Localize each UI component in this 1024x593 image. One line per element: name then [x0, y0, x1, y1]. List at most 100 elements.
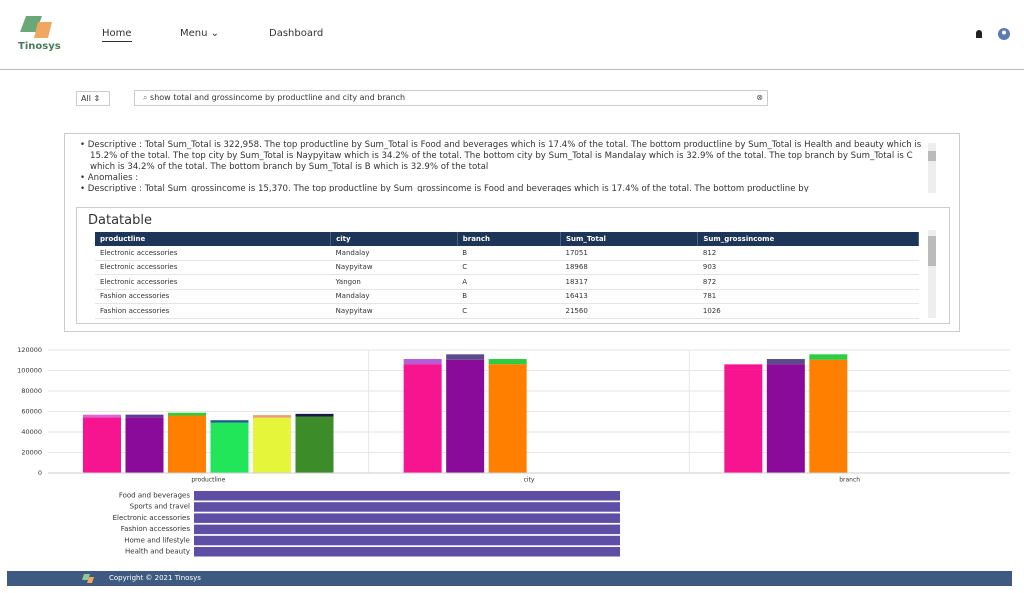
search-query[interactable]: show total and grossincome by productlin… [150, 93, 406, 102]
bar-segment [168, 412, 206, 416]
bar [194, 535, 620, 546]
table-row: Electronic accessories Naypyitaw C 18968 903 [95, 260, 919, 275]
cell: Mandalay [330, 289, 458, 304]
datatable-card: Datatable productline city branch Sum_Total… [76, 207, 950, 324]
y-tick-label: 60000 [21, 408, 42, 416]
cell: 21560 [560, 303, 698, 319]
cell: Electronic accessories [95, 246, 331, 261]
y-tick-label: 40000 [21, 428, 42, 436]
x-tick-label: branch [839, 477, 860, 484]
cell: B [457, 246, 561, 261]
logo-text: Tinosys [18, 41, 61, 52]
header-icons[interactable] [973, 28, 1013, 42]
cell: 903 [697, 260, 919, 275]
cell: Naypyitaw [330, 260, 458, 275]
search-input[interactable]: ⌕ show total and grossincome by productl… [134, 90, 768, 106]
table-row: Fashion accessories Mandalay B 16413 781 [95, 289, 919, 304]
bar [194, 524, 620, 535]
column-header: Sum_grossincome [697, 232, 919, 246]
y-tick-label: Health and beauty [125, 548, 190, 556]
column-header: productline [95, 232, 332, 246]
bar-segment [83, 417, 121, 473]
bar-segment [295, 416, 334, 473]
bar-segment [488, 364, 527, 473]
y-tick-label: Home and lifestyle [124, 536, 190, 544]
cell: Mandalay [330, 246, 458, 261]
cell: Yangon [330, 274, 458, 290]
cell: C [457, 303, 561, 319]
nav-menu-label[interactable]: Menu [180, 28, 208, 39]
bar [194, 502, 620, 512]
y-tick-label: 20000 [21, 449, 42, 457]
bar-segment [403, 364, 442, 473]
cell: 16413 [560, 289, 698, 304]
cell: 812 [697, 246, 919, 261]
cell: Fashion accessories [95, 303, 331, 319]
cell: Fashion accessories [95, 289, 331, 304]
bar-segment [295, 413, 334, 417]
footer-logo [82, 574, 94, 583]
y-tick-label: 0 [38, 469, 42, 477]
cell: 17051 [560, 246, 698, 261]
scope-value[interactable]: All [81, 94, 91, 103]
table-wrap: productline city branch Sum_Total Sum_grossi… [95, 232, 919, 319]
table-row: Electronic accessories Mandalay B 17051 812 [95, 246, 919, 261]
table-row: Fashion accessories Naypyitaw C 21560 1026 [95, 303, 919, 319]
scrollbar [928, 143, 936, 193]
cell: C [457, 260, 561, 275]
bar [194, 491, 620, 501]
bar-segment [83, 414, 121, 418]
bar-segment [125, 414, 164, 418]
x-tick-label: productline [191, 477, 225, 484]
cell: 18317 [560, 274, 698, 290]
bar-segment [403, 359, 442, 365]
copyright: Copyright © 2021 Tinosys [109, 574, 201, 582]
bar [194, 547, 620, 557]
cell: 18968 [560, 260, 698, 275]
column-header: branch [457, 232, 562, 246]
column-header: city [330, 232, 458, 246]
y-tick-label: 120000 [17, 346, 42, 354]
table-row: Electronic accessories Yangon A 18317 872 [95, 274, 919, 290]
datatable: productline city branch Sum_Total Sum_grossi… [95, 232, 919, 319]
cell: A [457, 274, 561, 290]
summary-card [64, 133, 960, 332]
bar-segment [766, 359, 805, 365]
bar-segment [766, 364, 805, 473]
clear-icon[interactable]: ⊗ [756, 93, 763, 102]
y-tick-label: Fashion accessories [121, 525, 191, 533]
bar [194, 513, 620, 523]
cell: Naypyitaw [330, 303, 458, 319]
y-tick-label: 100000 [17, 367, 42, 375]
y-tick-label: Electronic accessories [113, 514, 191, 522]
summary-line: • Anomalies : [80, 173, 139, 183]
bar-segment [488, 359, 527, 365]
cell: Electronic accessories [95, 274, 331, 290]
bar-segment [168, 415, 206, 473]
bar-segment [253, 415, 291, 418]
table-scrollbar [928, 230, 936, 318]
nav-home[interactable]: Home [102, 28, 132, 42]
datatable-title: Datatable [88, 213, 152, 228]
bar-segment [446, 359, 485, 473]
cell: 781 [697, 289, 919, 304]
bar-segment [253, 417, 291, 473]
nav-dashboard[interactable]: Dashboard [269, 28, 324, 39]
summary-text: • Descriptive : Total Sum_Total is 322,9… [76, 140, 926, 192]
bar-segment [125, 417, 164, 473]
bar-segment [809, 359, 848, 473]
column-header: Sum_Total [560, 232, 699, 246]
bar-segment [210, 420, 249, 423]
bar-segment [210, 422, 249, 473]
footer: Copyright © 2021 Tinosys [7, 571, 1012, 586]
header-row: productline city branch Sum_Total Sum_grossi… [95, 232, 919, 246]
nav-menu[interactable]: Menu ⌄ [180, 28, 220, 39]
bar-segment [724, 364, 763, 370]
header: Tinosys Home Menu ⌄ Dashboard [0, 0, 1024, 70]
scope-select[interactable]: All ⇕ [76, 91, 110, 106]
bar-segment [809, 354, 848, 360]
summary-line: • Descriptive : Total Sum_grossincome is… [80, 184, 809, 192]
bar-segment [724, 369, 763, 473]
cell: Electronic accessories [95, 260, 331, 275]
